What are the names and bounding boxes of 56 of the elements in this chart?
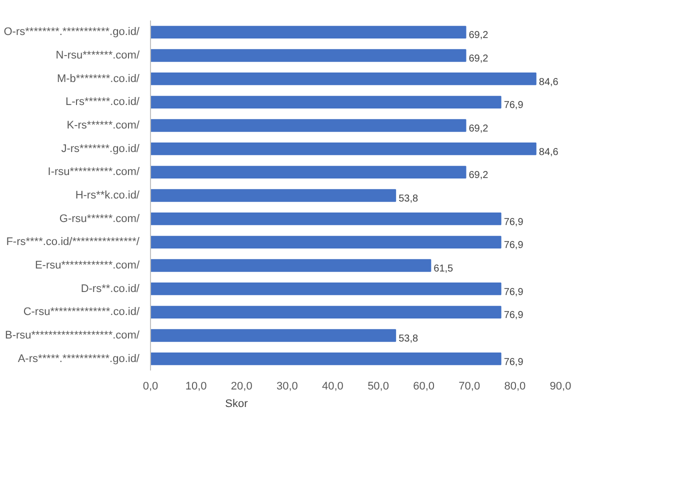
text: Skor bbox=[225, 398, 248, 410]
data-label: 84,6 bbox=[538, 146, 559, 158]
data-label: 69,2 bbox=[468, 30, 489, 42]
x-tick-label: 70,0 bbox=[458, 380, 480, 392]
bar bbox=[150, 119, 466, 132]
bar bbox=[150, 282, 502, 296]
bar bbox=[150, 142, 536, 156]
y-tick-label: D-rs**.co.id/ bbox=[80, 282, 140, 295]
bar bbox=[150, 72, 536, 86]
y-tick-label: I-rsu**********.com/ bbox=[48, 166, 140, 178]
y-tick-label: A-rs*****.***********.go.id/ bbox=[18, 352, 140, 365]
y-tick-label: C-rsu**************.co.id/ bbox=[23, 306, 140, 318]
data-label: 69,2 bbox=[468, 124, 489, 134]
data-label: 53,8 bbox=[398, 194, 418, 204]
y-tick-label: N-rsu*******.com/ bbox=[56, 50, 140, 62]
bar bbox=[150, 259, 432, 272]
x-tick-label: 90,0 bbox=[550, 380, 572, 392]
x-tick-label: 40,0 bbox=[322, 380, 344, 392]
bar bbox=[150, 236, 502, 248]
x-tick-label: 0,0 bbox=[142, 380, 158, 392]
bar bbox=[150, 212, 502, 226]
data-label: 61,5 bbox=[434, 264, 454, 274]
bar bbox=[150, 306, 502, 318]
bar bbox=[150, 189, 396, 202]
bar bbox=[150, 96, 502, 108]
y-tick-label: O-rs********.***********.go.id/ bbox=[4, 26, 140, 38]
x-tick-label: 60,0 bbox=[413, 380, 435, 392]
data-label: 76,9 bbox=[504, 240, 524, 252]
y-tick-label: B-rsu*******************.com/ bbox=[4, 330, 140, 342]
y-tick-label: L-rs******.co.id/ bbox=[66, 96, 140, 108]
bar bbox=[150, 49, 466, 62]
data-label: 69,2 bbox=[468, 170, 489, 182]
data-label: 84,6 bbox=[538, 76, 559, 88]
data-label: 76,9 bbox=[504, 356, 524, 368]
bar bbox=[150, 166, 466, 178]
bar bbox=[150, 26, 466, 38]
y-tick-label: M-b********.co.id/ bbox=[56, 72, 140, 85]
y-tick-label: E-rsu************.com/ bbox=[34, 260, 140, 272]
x-tick-label: 50,0 bbox=[368, 380, 389, 392]
data-label: 76,9 bbox=[504, 286, 524, 298]
y-tick-label: F-rs****.co.id/***************/ bbox=[6, 236, 140, 248]
x-tick-label: 10,0 bbox=[185, 380, 207, 392]
y-tick-label: G-rsu******.com/ bbox=[59, 212, 140, 225]
y-tick-label: K-rs******.com/ bbox=[66, 120, 140, 132]
data-label: 69,2 bbox=[468, 54, 489, 64]
bar bbox=[150, 352, 502, 366]
y-tick-label: J-rs*******.go.id/ bbox=[61, 142, 140, 155]
data-label: 53,8 bbox=[398, 334, 418, 344]
y-tick-label: H-rs**k.co.id/ bbox=[75, 190, 140, 202]
x-tick-label: 30,0 bbox=[276, 380, 298, 392]
data-label: 76,9 bbox=[504, 216, 524, 228]
bar bbox=[150, 329, 396, 342]
x-tick-label: 80,0 bbox=[504, 380, 526, 392]
data-label: 76,9 bbox=[504, 310, 524, 322]
x-tick-label: 20,0 bbox=[230, 380, 252, 392]
data-label: 76,9 bbox=[504, 100, 524, 112]
